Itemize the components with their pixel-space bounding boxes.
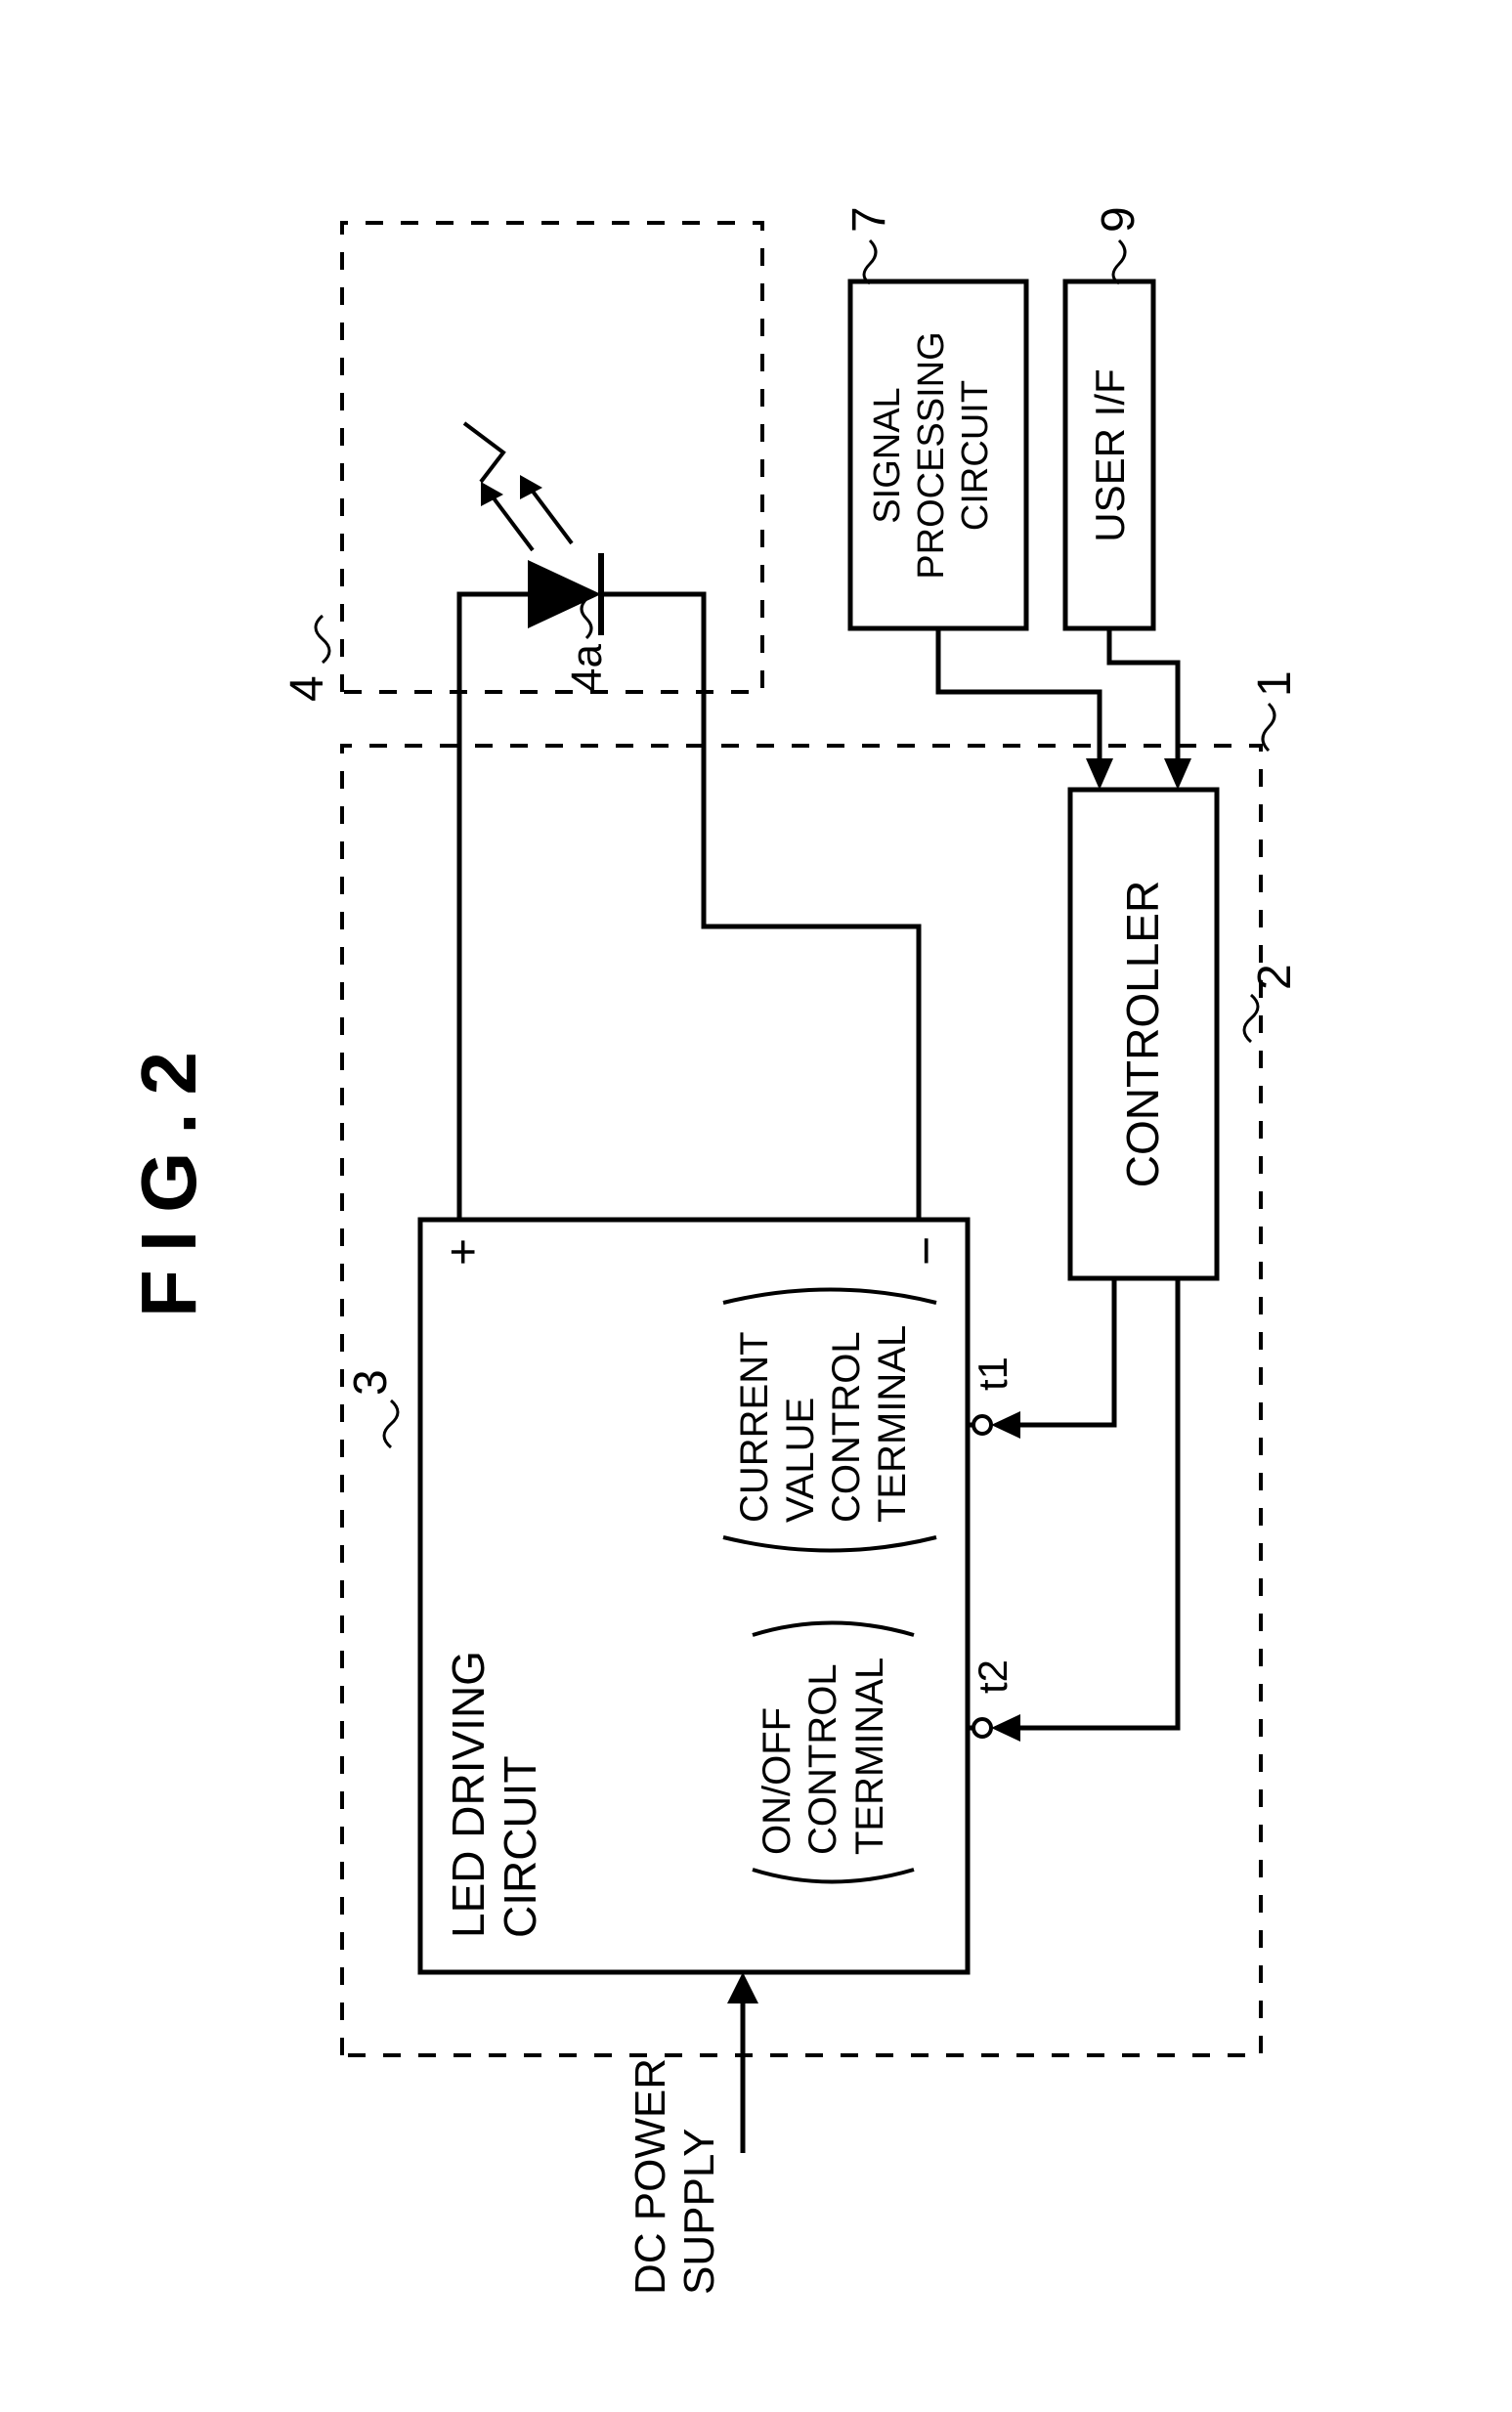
curr-l1: CURRENT [733, 1331, 776, 1523]
dc-power-arrow-head [727, 1972, 758, 2003]
page: FIG.2 LED DRIVING CIRCUIT ON/OFF CONTROL… [0, 0, 1512, 2412]
wire-uif-to-ctrl [1109, 628, 1178, 774]
led-plus: + [438, 1238, 490, 1266]
user-if-label: USER I/F [1087, 368, 1133, 541]
terminal-t2-label: t2 [970, 1659, 1015, 1694]
paren-curr-right [723, 1290, 936, 1304]
dashed-box-light [342, 223, 762, 692]
onoff-l2: CONTROL [801, 1663, 844, 1855]
arrow-t1 [991, 1411, 1020, 1439]
leader-3 [384, 1400, 398, 1447]
dc-power-l2: SUPPLY [675, 2129, 723, 2295]
dc-power-l1: DC POWER [626, 2058, 674, 2295]
led-driving-title-l2: CIRCUIT [495, 1755, 545, 1938]
arrow-t2 [991, 1714, 1020, 1742]
arrow-sig-ctrl [1086, 758, 1113, 790]
terminal-t1-dot [973, 1416, 991, 1434]
leader-7 [864, 240, 876, 283]
led-minus: − [898, 1236, 955, 1266]
wire-ctrl-to-t2 [1005, 1278, 1178, 1728]
arrow-uif-ctrl [1164, 758, 1191, 790]
terminal-t2-dot [973, 1719, 991, 1737]
leader-4 [316, 616, 329, 663]
onoff-l3: TERMINAL [848, 1658, 891, 1855]
wire-minus [626, 594, 919, 1220]
ref-1: 1 [1249, 670, 1301, 697]
ref-9: 9 [1093, 206, 1145, 233]
controller-label: CONTROLLER [1117, 881, 1168, 1187]
leader-2 [1244, 995, 1258, 1042]
terminal-t1-label: t1 [970, 1357, 1015, 1391]
ref-4a: 4a [563, 644, 611, 692]
leader-1 [1263, 704, 1274, 751]
ref-4: 4 [281, 675, 333, 702]
signal-proc-l2: PROCESSING [911, 331, 952, 579]
paren-curr-left [723, 1537, 936, 1551]
leader-4a [582, 599, 591, 638]
ref-3: 3 [345, 1369, 397, 1396]
paren-onoff-right [753, 1623, 914, 1636]
wire-plus [459, 594, 528, 1220]
wire-sig-to-ctrl [938, 628, 1100, 774]
curr-l2: VALUE [779, 1398, 822, 1523]
led-symbol [464, 423, 626, 635]
led-driving-title-l1: LED DRIVING [443, 1651, 494, 1938]
signal-proc-l1: SIGNAL [867, 387, 908, 523]
diagram-svg: FIG.2 LED DRIVING CIRCUIT ON/OFF CONTROL… [0, 0, 1512, 2412]
wire-ctrl-to-t1 [1005, 1278, 1114, 1425]
figure-title: FIG.2 [125, 1034, 212, 1317]
curr-l3: CONTROL [825, 1331, 868, 1523]
ref-7: 7 [843, 206, 895, 233]
leader-9 [1113, 240, 1125, 283]
curr-l4: TERMINAL [871, 1325, 914, 1523]
ref-2: 2 [1249, 964, 1301, 990]
onoff-l1: ON/OFF [756, 1707, 799, 1855]
signal-proc-l3: CIRCUIT [955, 380, 996, 531]
paren-onoff-left [753, 1870, 914, 1882]
